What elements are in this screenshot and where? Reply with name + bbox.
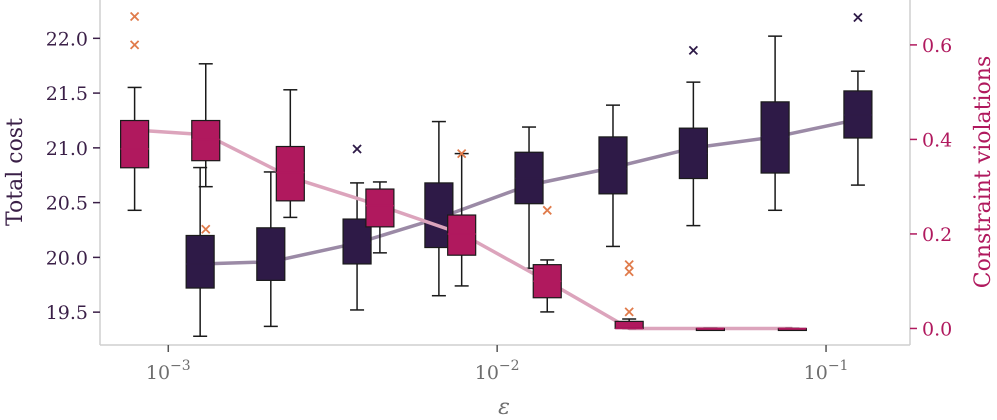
- flier-2: [624, 267, 634, 277]
- flier-stroke: [352, 144, 362, 154]
- box-iqr: [598, 136, 628, 195]
- series-constraint-violations: [120, 11, 807, 332]
- box-9: [777, 327, 807, 332]
- box-8: [760, 35, 790, 212]
- y-right-tick-label: 0.0: [922, 318, 952, 340]
- x-axis-label: ε: [498, 395, 510, 420]
- y-left-tick-label: 20.5: [46, 193, 88, 215]
- box-4: [424, 120, 454, 297]
- flier-stroke: [457, 148, 467, 159]
- flier-2: [129, 11, 140, 22]
- box-3: [342, 144, 372, 311]
- y-right-tick-label: 0.6: [922, 35, 952, 57]
- flier-3: [624, 260, 634, 270]
- box-6: [598, 104, 628, 248]
- box-2: [191, 63, 221, 234]
- flier-stroke: [624, 267, 634, 277]
- y-left-tick-label: 20.0: [46, 247, 88, 269]
- box-7: [678, 45, 708, 227]
- y-left-tick-label: 22.0: [46, 28, 88, 50]
- box-8: [695, 327, 725, 332]
- y-right-tick-label: 0.2: [922, 224, 952, 246]
- box-4: [365, 181, 395, 254]
- box-iqr: [447, 214, 477, 256]
- flier-stroke: [853, 12, 863, 23]
- box-1: [120, 11, 150, 212]
- box-iqr: [120, 119, 150, 169]
- y-right-tick-label: 0.4: [922, 129, 952, 151]
- box-iqr: [191, 119, 221, 162]
- flier-1: [352, 144, 362, 154]
- flier-stroke: [624, 307, 634, 317]
- plot-frame: [99, 0, 911, 346]
- flier-1: [457, 148, 467, 159]
- box-1: [185, 166, 215, 337]
- box-7: [614, 260, 644, 330]
- box-3: [275, 89, 305, 219]
- flier-stroke: [542, 205, 552, 215]
- y-left-tick-label: 19.5: [46, 302, 88, 324]
- flier-stroke: [688, 45, 699, 56]
- box-iqr: [185, 234, 215, 289]
- x-tick-label: 10−2: [475, 358, 520, 384]
- flier-stroke: [129, 11, 140, 22]
- box-6: [532, 205, 562, 313]
- flier-1: [688, 45, 699, 56]
- box-5: [447, 148, 477, 287]
- series-layer: [120, 11, 873, 337]
- box-5: [514, 126, 544, 270]
- y-left-tick-label: 21.0: [46, 138, 88, 160]
- box-2: [256, 171, 286, 328]
- x-tick-label: 10−3: [146, 358, 191, 384]
- flier-stroke: [624, 260, 634, 270]
- flier-1: [853, 12, 863, 23]
- box-iqr: [365, 188, 395, 228]
- y-left-tick-label: 21.5: [46, 83, 88, 105]
- box-9: [843, 12, 873, 186]
- flier-stroke: [201, 224, 211, 234]
- flier-1: [624, 307, 634, 317]
- box-iqr: [256, 227, 286, 281]
- flier-1: [542, 205, 552, 215]
- y-axis-right-label: Constraint violations: [971, 56, 996, 289]
- axes-layer: 19.5 20.0 20.5 21.0 21.5 22.0 0.0 0.2 0.4 0.6 10−3…: [46, 28, 953, 384]
- box-iqr: [614, 320, 644, 330]
- y-axis-left-label: Total cost: [3, 118, 28, 226]
- flier-1: [129, 40, 140, 50]
- x-tick-label: 10−1: [804, 358, 849, 384]
- flier-1: [201, 224, 211, 234]
- box-iqr: [275, 145, 305, 202]
- flier-stroke: [129, 40, 140, 50]
